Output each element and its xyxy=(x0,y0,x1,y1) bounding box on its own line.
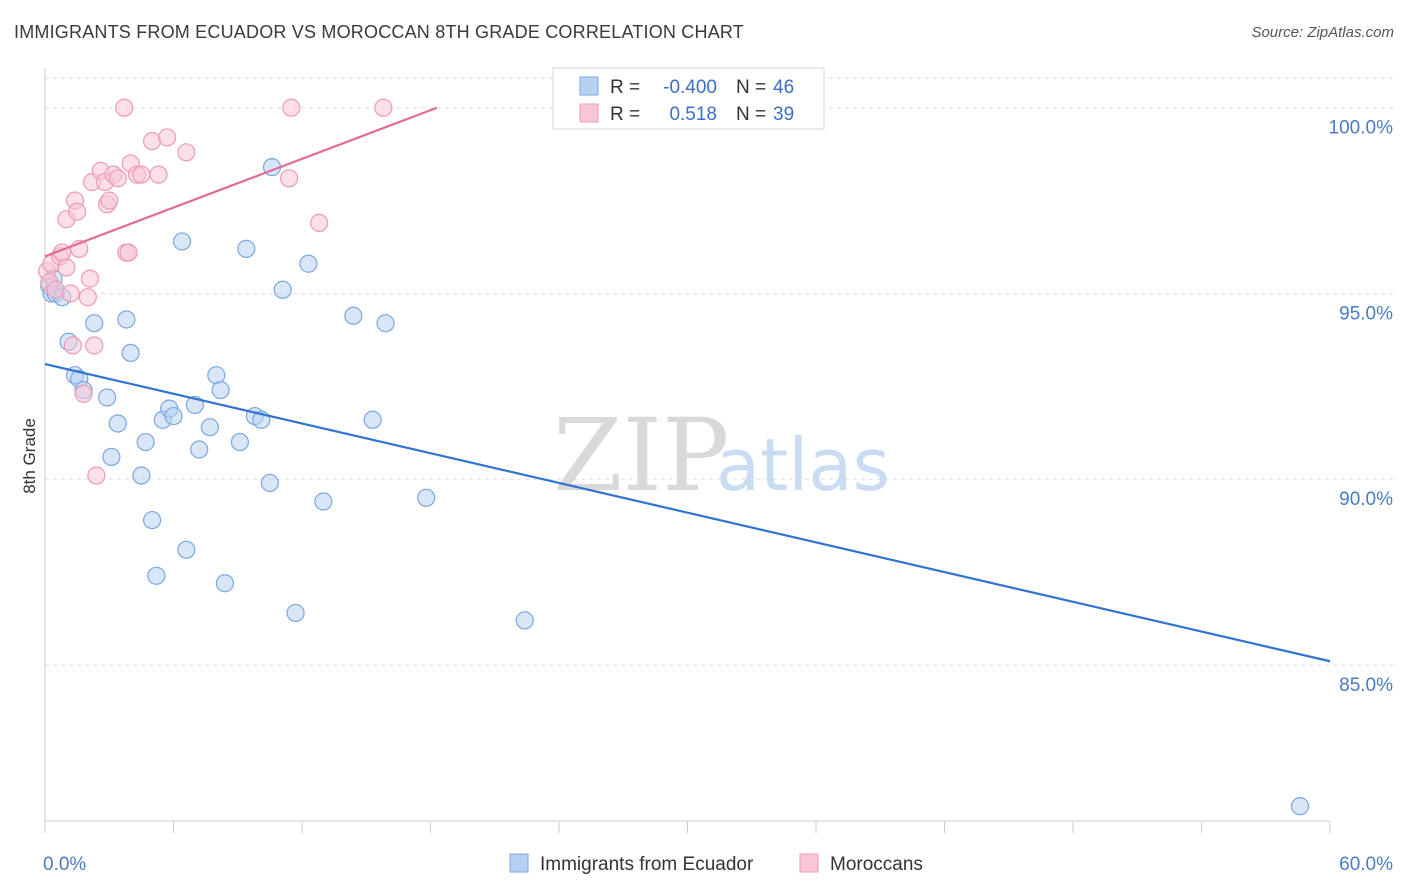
stats-box: R = -0.400 N = 46 R = 0.518 N = 39 xyxy=(552,67,825,130)
stats-pink-r-value: 0.518 xyxy=(669,104,717,125)
legend-pink-label: Moroccans xyxy=(830,854,923,875)
point-ecuador xyxy=(1290,797,1310,816)
point-ecuador xyxy=(85,314,104,333)
point-moroccans xyxy=(177,143,196,162)
point-moroccans xyxy=(374,98,393,117)
point-moroccans xyxy=(142,132,162,151)
y-axis-label: 8th Grade xyxy=(20,418,39,494)
point-ecuador xyxy=(147,566,166,585)
x-tick-labels: 0.0% 60.0% xyxy=(43,854,1393,875)
point-ecuador xyxy=(190,440,209,459)
point-ecuador xyxy=(108,414,127,433)
point-moroccans xyxy=(87,466,106,485)
point-ecuador xyxy=(314,492,333,511)
watermark-atlas: atlas xyxy=(716,423,890,507)
point-ecuador xyxy=(363,410,382,429)
point-moroccans xyxy=(85,336,104,355)
y-tick-label: 85.0% xyxy=(1339,675,1393,696)
point-ecuador xyxy=(237,239,256,258)
x-tick-label: 0.0% xyxy=(43,854,86,875)
grid-lines xyxy=(45,77,1395,666)
legend: Immigrants from Ecuador Moroccans xyxy=(509,853,923,875)
point-ecuador xyxy=(102,447,121,467)
stats-blue-n-label: N = xyxy=(736,77,766,98)
stats-pink-swatch xyxy=(579,103,599,123)
point-ecuador xyxy=(230,432,249,452)
point-ecuador xyxy=(136,432,155,452)
point-ecuador xyxy=(515,611,534,630)
point-ecuador xyxy=(376,314,395,333)
point-moroccans xyxy=(310,213,329,232)
y-tick-labels: 100.0% 95.0% 90.0% 85.0% xyxy=(1329,118,1394,696)
stats-blue-n-value: 46 xyxy=(773,77,794,98)
point-ecuador xyxy=(286,603,305,623)
point-moroccans xyxy=(80,269,100,288)
point-ecuador xyxy=(164,406,183,426)
legend-blue-label: Immigrants from Ecuador xyxy=(540,854,754,875)
chart-title: IMMIGRANTS FROM ECUADOR VS MOROCCAN 8TH … xyxy=(14,22,744,42)
point-ecuador xyxy=(121,343,140,363)
point-moroccans xyxy=(115,98,134,117)
trend-line-ecuador xyxy=(44,362,1331,663)
y-tick-label: 95.0% xyxy=(1339,303,1393,324)
source-label: Source: ZipAtlas.com xyxy=(1251,24,1394,41)
point-ecuador xyxy=(260,473,279,493)
point-moroccans xyxy=(78,288,97,307)
point-moroccans xyxy=(132,165,151,184)
point-moroccans xyxy=(280,169,299,188)
point-ecuador xyxy=(177,540,196,559)
legend-blue-swatch xyxy=(509,853,529,873)
point-moroccans xyxy=(119,243,138,262)
point-ecuador xyxy=(132,466,151,485)
point-moroccans xyxy=(100,191,119,210)
x-tick-label: 60.0% xyxy=(1339,854,1393,875)
stats-pink-n-label: N = xyxy=(736,104,766,125)
stats-blue-swatch xyxy=(579,76,599,96)
point-moroccans xyxy=(63,336,82,355)
point-ecuador xyxy=(273,280,292,299)
legend-pink-swatch xyxy=(799,853,819,873)
watermark: ZIP atlas xyxy=(553,397,890,514)
point-moroccans xyxy=(57,258,76,277)
point-moroccans xyxy=(46,280,65,299)
point-moroccans xyxy=(149,165,168,184)
point-moroccans xyxy=(74,384,93,403)
trend-lines xyxy=(44,106,1331,663)
stats-pink-n-value: 39 xyxy=(773,104,794,125)
point-ecuador xyxy=(117,310,136,329)
point-ecuador xyxy=(172,232,192,251)
axes xyxy=(44,68,1331,833)
point-ecuador xyxy=(211,380,230,400)
stats-blue-r-label: R = xyxy=(610,77,640,98)
point-ecuador xyxy=(299,254,318,273)
stats-blue-r-value: -0.400 xyxy=(663,77,717,98)
trend-line-moroccans xyxy=(44,106,438,258)
point-ecuador xyxy=(344,306,363,325)
point-moroccans xyxy=(61,284,80,303)
point-ecuador xyxy=(417,488,436,507)
point-moroccans xyxy=(68,202,87,221)
point-moroccans xyxy=(108,169,127,188)
point-ecuador xyxy=(142,510,162,530)
y-tick-label: 90.0% xyxy=(1339,489,1393,510)
point-moroccans xyxy=(282,98,301,117)
watermark-zip: ZIP xyxy=(553,397,729,514)
point-ecuador xyxy=(98,388,117,407)
series-moroccans-points xyxy=(38,98,393,485)
stats-pink-r-label: R = xyxy=(610,104,640,125)
y-tick-label: 100.0% xyxy=(1329,118,1394,139)
point-ecuador xyxy=(215,574,234,593)
point-moroccans xyxy=(157,128,177,147)
point-ecuador xyxy=(200,418,220,437)
